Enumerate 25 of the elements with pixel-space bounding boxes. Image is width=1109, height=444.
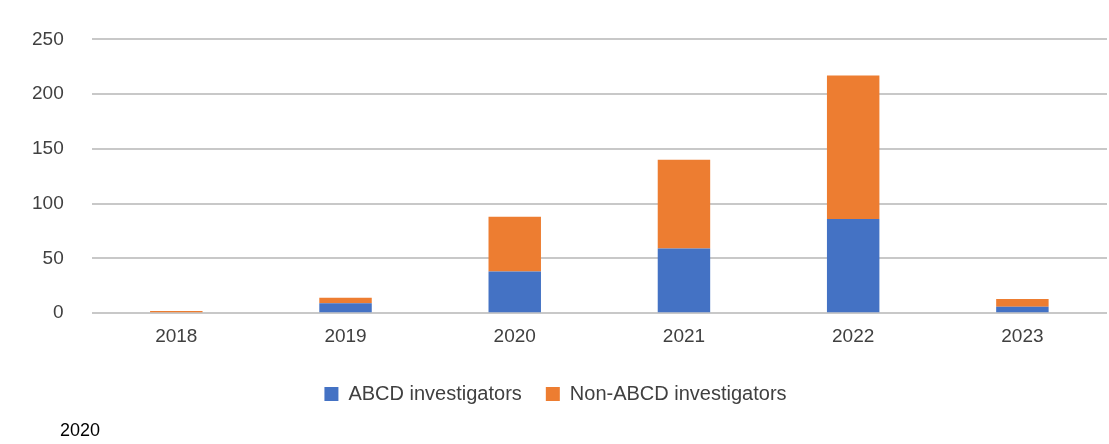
x-tick-label: 2020 (493, 324, 536, 346)
bar (488, 271, 541, 313)
x-tick-label: 2021 (662, 324, 706, 346)
bar (996, 298, 1049, 307)
bar (996, 306, 1049, 313)
legend-label: ABCD investigators (348, 381, 522, 404)
x-tick-label: 2019 (324, 324, 367, 346)
text: 2020 (60, 420, 101, 440)
bar (488, 216, 541, 272)
y-tick-label: 100 (32, 191, 64, 213)
bar (319, 297, 372, 304)
y-tick-label: 200 (32, 82, 64, 104)
y-tick-label: 150 (32, 137, 64, 159)
x-tick-label: 2022 (832, 324, 875, 346)
bar (657, 159, 711, 249)
y-tick-label: 250 (32, 27, 64, 49)
x-tick-label: 2023 (1001, 324, 1044, 346)
y-tick-label: 50 (42, 246, 64, 268)
x-tick-label: 2018 (155, 324, 198, 346)
bar (657, 248, 711, 313)
bar (826, 75, 880, 220)
bar (826, 219, 880, 313)
bar (319, 303, 372, 313)
y-tick-label: 0 (53, 301, 64, 323)
legend-label: Non-ABCD investigators (569, 381, 787, 404)
